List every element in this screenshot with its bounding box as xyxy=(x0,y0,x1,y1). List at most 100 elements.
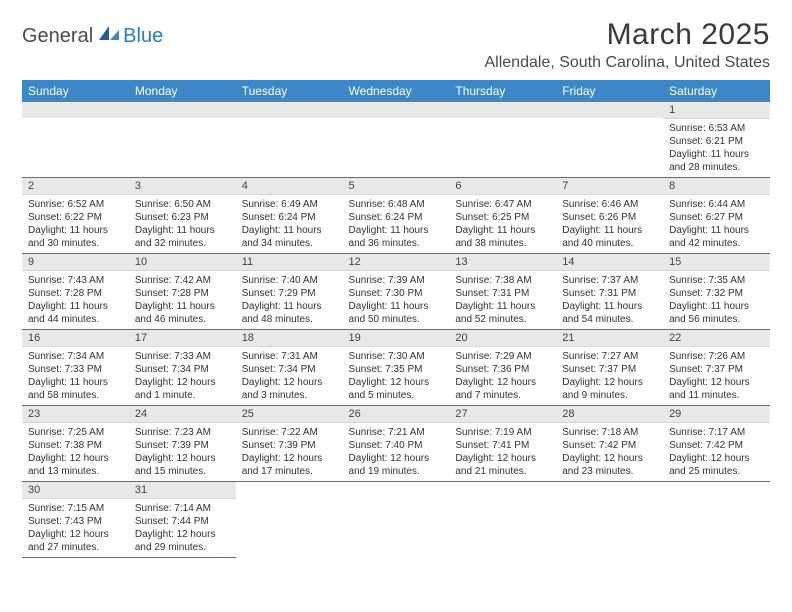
day-number: 15 xyxy=(663,254,770,271)
calendar-day-cell: 31Sunrise: 7:14 AMSunset: 7:44 PMDayligh… xyxy=(129,482,236,558)
calendar-day-cell: 28Sunrise: 7:18 AMSunset: 7:42 PMDayligh… xyxy=(556,406,663,482)
sunset-line: Sunset: 6:23 PM xyxy=(135,211,230,224)
daylight-line-1: Daylight: 11 hours xyxy=(562,300,657,313)
sunset-line: Sunset: 7:29 PM xyxy=(242,287,337,300)
sunset-line: Sunset: 7:34 PM xyxy=(135,363,230,376)
daylight-line-1: Daylight: 12 hours xyxy=(242,452,337,465)
day-content: Sunrise: 7:15 AMSunset: 7:43 PMDaylight:… xyxy=(22,499,129,557)
sunset-line: Sunset: 7:36 PM xyxy=(455,363,550,376)
calendar-day-cell: 24Sunrise: 7:23 AMSunset: 7:39 PMDayligh… xyxy=(129,406,236,482)
calendar-empty-cell xyxy=(129,102,236,178)
daylight-line-2: and 1 minute. xyxy=(135,389,230,402)
empty-day-strip xyxy=(236,102,343,118)
day-content: Sunrise: 7:31 AMSunset: 7:34 PMDaylight:… xyxy=(236,347,343,405)
sunrise-line: Sunrise: 7:39 AM xyxy=(349,274,444,287)
calendar-body: 1Sunrise: 6:53 AMSunset: 6:21 PMDaylight… xyxy=(22,102,770,558)
day-content: Sunrise: 7:40 AMSunset: 7:29 PMDaylight:… xyxy=(236,271,343,329)
sunrise-line: Sunrise: 7:27 AM xyxy=(562,350,657,363)
sunrise-line: Sunrise: 6:47 AM xyxy=(455,198,550,211)
calendar-day-cell: 26Sunrise: 7:21 AMSunset: 7:40 PMDayligh… xyxy=(343,406,450,482)
sunrise-line: Sunrise: 7:19 AM xyxy=(455,426,550,439)
calendar-empty-cell xyxy=(556,102,663,178)
day-number: 8 xyxy=(663,178,770,195)
sunrise-line: Sunrise: 7:22 AM xyxy=(242,426,337,439)
calendar-day-cell: 11Sunrise: 7:40 AMSunset: 7:29 PMDayligh… xyxy=(236,254,343,330)
daylight-line-1: Daylight: 12 hours xyxy=(349,376,444,389)
title-block: March 2025 Allendale, South Carolina, Un… xyxy=(484,18,770,72)
calendar-day-cell: 25Sunrise: 7:22 AMSunset: 7:39 PMDayligh… xyxy=(236,406,343,482)
weekday-header: Saturday xyxy=(663,80,770,102)
day-number: 18 xyxy=(236,330,343,347)
calendar-table: SundayMondayTuesdayWednesdayThursdayFrid… xyxy=(22,80,770,558)
day-content: Sunrise: 7:19 AMSunset: 7:41 PMDaylight:… xyxy=(449,423,556,481)
page-header: General Blue March 2025 Allendale, South… xyxy=(22,18,770,72)
month-title: March 2025 xyxy=(484,18,770,52)
day-number: 26 xyxy=(343,406,450,423)
daylight-line-1: Daylight: 12 hours xyxy=(455,452,550,465)
daylight-line-1: Daylight: 12 hours xyxy=(135,528,230,541)
daylight-line-2: and 32 minutes. xyxy=(135,237,230,250)
sunset-line: Sunset: 7:42 PM xyxy=(669,439,764,452)
sunset-line: Sunset: 7:28 PM xyxy=(135,287,230,300)
sunrise-line: Sunrise: 7:23 AM xyxy=(135,426,230,439)
daylight-line-2: and 50 minutes. xyxy=(349,313,444,326)
calendar-day-cell: 14Sunrise: 7:37 AMSunset: 7:31 PMDayligh… xyxy=(556,254,663,330)
daylight-line-1: Daylight: 12 hours xyxy=(242,376,337,389)
sunset-line: Sunset: 6:27 PM xyxy=(669,211,764,224)
daylight-line-2: and 23 minutes. xyxy=(562,465,657,478)
calendar-day-cell: 9Sunrise: 7:43 AMSunset: 7:28 PMDaylight… xyxy=(22,254,129,330)
sunset-line: Sunset: 6:24 PM xyxy=(349,211,444,224)
calendar-week-row: 1Sunrise: 6:53 AMSunset: 6:21 PMDaylight… xyxy=(22,102,770,178)
weekday-header: Sunday xyxy=(22,80,129,102)
sunrise-line: Sunrise: 7:42 AM xyxy=(135,274,230,287)
sunrise-line: Sunrise: 6:52 AM xyxy=(28,198,123,211)
calendar-day-cell: 8Sunrise: 6:44 AMSunset: 6:27 PMDaylight… xyxy=(663,178,770,254)
calendar-day-cell: 3Sunrise: 6:50 AMSunset: 6:23 PMDaylight… xyxy=(129,178,236,254)
sunset-line: Sunset: 7:33 PM xyxy=(28,363,123,376)
calendar-day-cell: 29Sunrise: 7:17 AMSunset: 7:42 PMDayligh… xyxy=(663,406,770,482)
daylight-line-2: and 29 minutes. xyxy=(135,541,230,554)
daylight-line-1: Daylight: 11 hours xyxy=(28,224,123,237)
sunrise-line: Sunrise: 6:46 AM xyxy=(562,198,657,211)
day-content: Sunrise: 7:22 AMSunset: 7:39 PMDaylight:… xyxy=(236,423,343,481)
day-content: Sunrise: 7:42 AMSunset: 7:28 PMDaylight:… xyxy=(129,271,236,329)
daylight-line-1: Daylight: 11 hours xyxy=(349,224,444,237)
calendar-day-cell: 13Sunrise: 7:38 AMSunset: 7:31 PMDayligh… xyxy=(449,254,556,330)
sunrise-line: Sunrise: 6:44 AM xyxy=(669,198,764,211)
daylight-line-1: Daylight: 12 hours xyxy=(455,376,550,389)
daylight-line-2: and 17 minutes. xyxy=(242,465,337,478)
daylight-line-2: and 27 minutes. xyxy=(28,541,123,554)
logo-text-general: General xyxy=(22,25,93,48)
day-content: Sunrise: 7:25 AMSunset: 7:38 PMDaylight:… xyxy=(22,423,129,481)
calendar-day-cell: 4Sunrise: 6:49 AMSunset: 6:24 PMDaylight… xyxy=(236,178,343,254)
day-content: Sunrise: 7:30 AMSunset: 7:35 PMDaylight:… xyxy=(343,347,450,405)
daylight-line-1: Daylight: 12 hours xyxy=(135,452,230,465)
location-label: Allendale, South Carolina, United States xyxy=(484,54,770,72)
calendar-day-cell: 16Sunrise: 7:34 AMSunset: 7:33 PMDayligh… xyxy=(22,330,129,406)
day-number: 9 xyxy=(22,254,129,271)
sunrise-line: Sunrise: 7:29 AM xyxy=(455,350,550,363)
daylight-line-1: Daylight: 11 hours xyxy=(669,300,764,313)
calendar-empty-cell xyxy=(556,482,663,558)
sunset-line: Sunset: 7:30 PM xyxy=(349,287,444,300)
day-content: Sunrise: 7:38 AMSunset: 7:31 PMDaylight:… xyxy=(449,271,556,329)
sunrise-line: Sunrise: 7:21 AM xyxy=(349,426,444,439)
sunrise-line: Sunrise: 7:26 AM xyxy=(669,350,764,363)
sunset-line: Sunset: 7:31 PM xyxy=(455,287,550,300)
day-content: Sunrise: 7:27 AMSunset: 7:37 PMDaylight:… xyxy=(556,347,663,405)
calendar-day-cell: 1Sunrise: 6:53 AMSunset: 6:21 PMDaylight… xyxy=(663,102,770,178)
sunrise-line: Sunrise: 7:33 AM xyxy=(135,350,230,363)
daylight-line-2: and 7 minutes. xyxy=(455,389,550,402)
day-content: Sunrise: 6:48 AMSunset: 6:24 PMDaylight:… xyxy=(343,195,450,253)
sunset-line: Sunset: 7:44 PM xyxy=(135,515,230,528)
sunset-line: Sunset: 7:39 PM xyxy=(135,439,230,452)
daylight-line-2: and 40 minutes. xyxy=(562,237,657,250)
sunset-line: Sunset: 7:38 PM xyxy=(28,439,123,452)
day-number: 27 xyxy=(449,406,556,423)
weekday-header: Thursday xyxy=(449,80,556,102)
calendar-header-row: SundayMondayTuesdayWednesdayThursdayFrid… xyxy=(22,80,770,102)
sunset-line: Sunset: 7:37 PM xyxy=(562,363,657,376)
daylight-line-1: Daylight: 11 hours xyxy=(242,300,337,313)
logo: General Blue xyxy=(22,24,163,48)
day-number: 6 xyxy=(449,178,556,195)
